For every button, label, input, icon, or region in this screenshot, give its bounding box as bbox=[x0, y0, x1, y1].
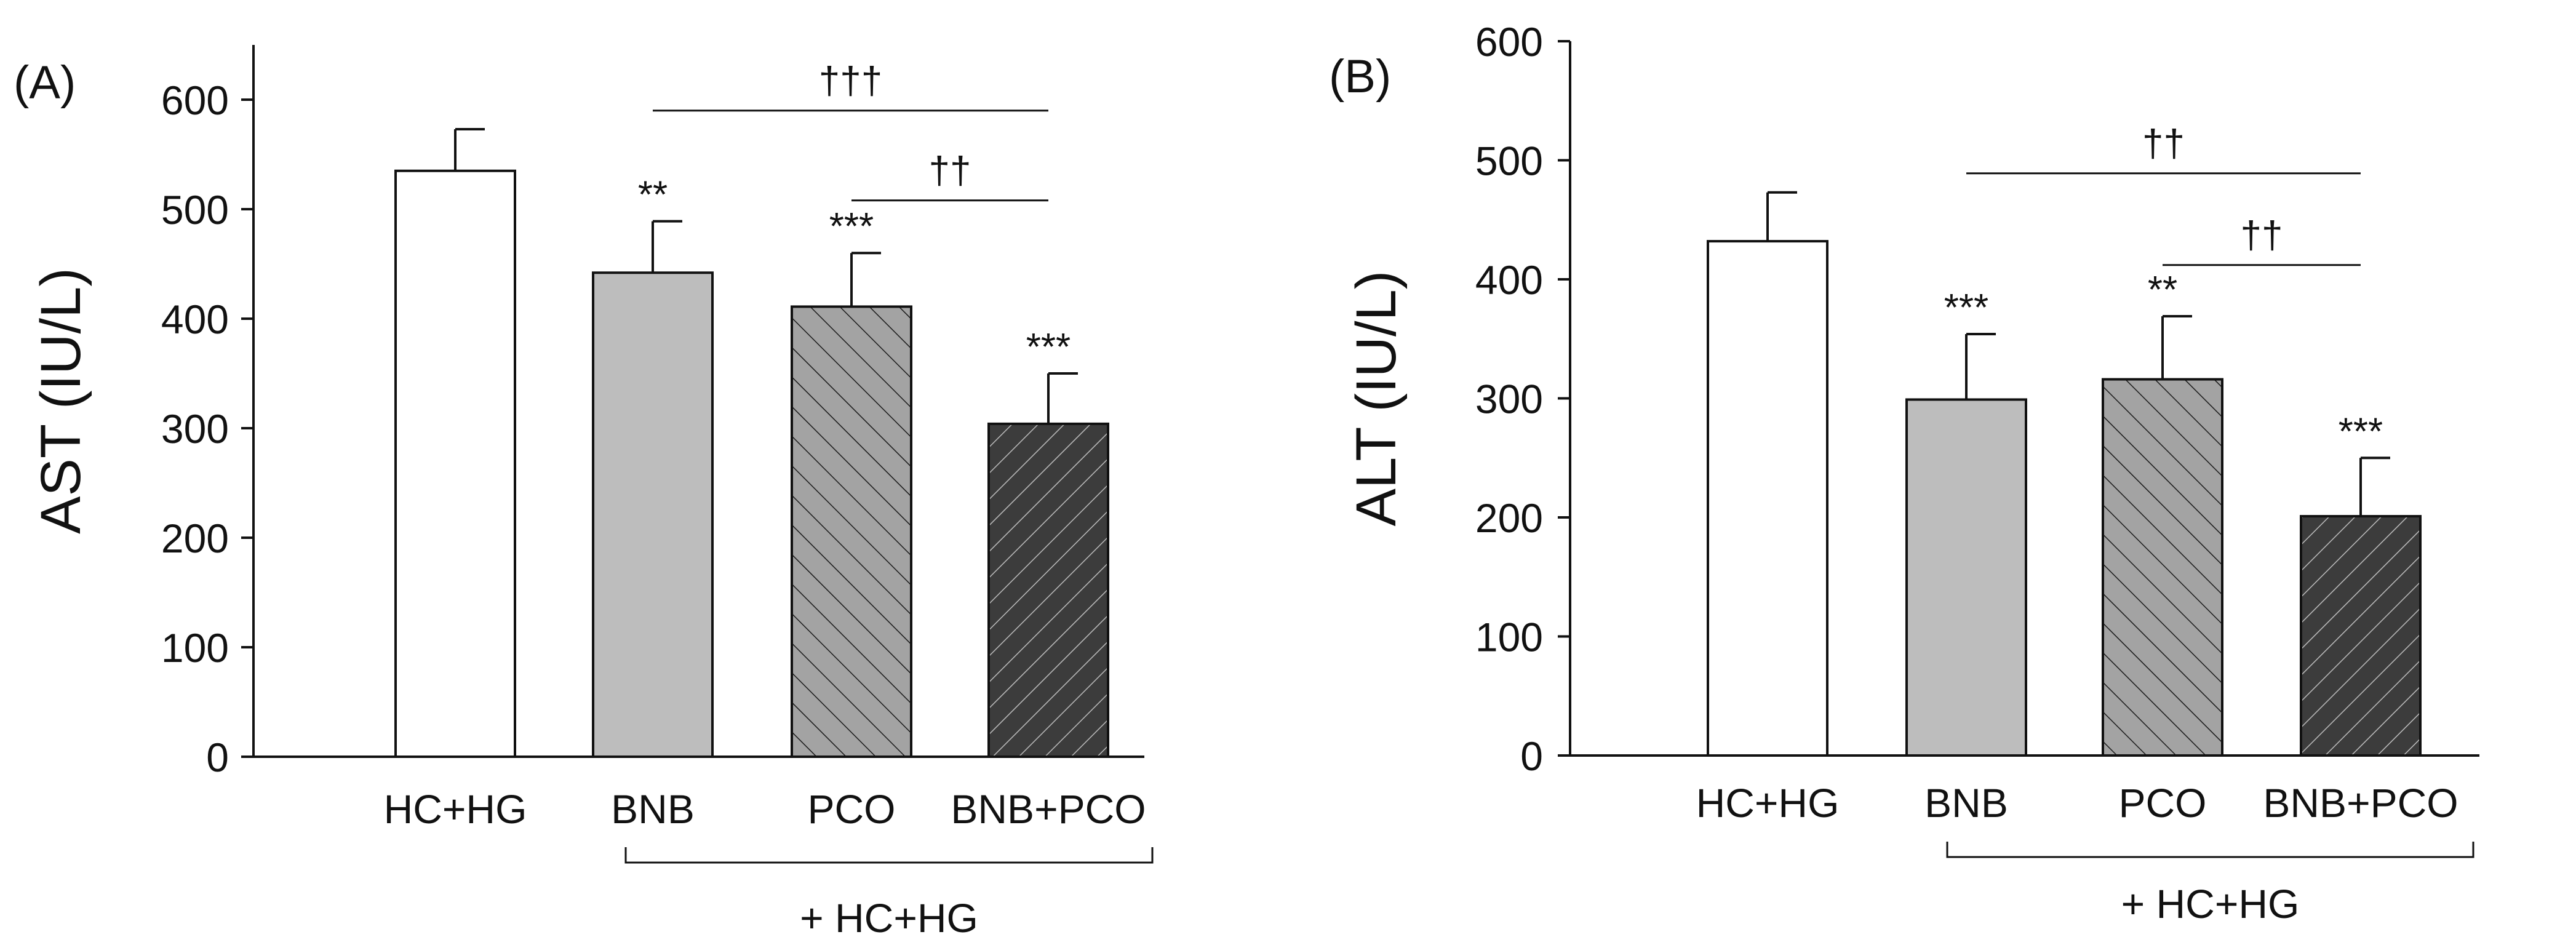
category-label: HC+HG bbox=[384, 786, 527, 832]
category-label: BNB bbox=[611, 786, 695, 832]
significance-label: *** bbox=[1026, 326, 1071, 369]
y-tick-label: 300 bbox=[1475, 377, 1543, 422]
y-axis-label: AST (IU/L) bbox=[30, 268, 92, 534]
significance-label: *** bbox=[2339, 410, 2383, 453]
y-tick-label: 600 bbox=[161, 78, 229, 123]
y-tick-label: 0 bbox=[1520, 733, 1543, 779]
group-label: + HC+HG bbox=[800, 895, 978, 941]
comparison-label: ††† bbox=[819, 60, 882, 102]
comparison-label: †† bbox=[2142, 122, 2185, 165]
comparison-label: †† bbox=[2241, 214, 2283, 257]
bar-bnb-pco bbox=[987, 422, 1109, 758]
comparison-label: †† bbox=[929, 150, 971, 192]
y-tick-label: 300 bbox=[161, 406, 229, 452]
y-tick-label: 200 bbox=[1475, 495, 1543, 541]
group-bracket bbox=[1946, 842, 2474, 858]
y-tick-label: 400 bbox=[1475, 257, 1543, 303]
panel-a: (A) AST (IU/L) 0 100 200 300 400 500 600 HC+HG ** B… bbox=[14, 45, 1154, 941]
y-tick-label: 200 bbox=[161, 516, 229, 561]
y-axis-label: ALT (IU/L) bbox=[1345, 271, 1408, 527]
group-label: + HC+HG bbox=[2121, 881, 2300, 927]
bar-hc-hg bbox=[1707, 240, 1828, 757]
y-tick-label: 500 bbox=[161, 187, 229, 233]
significance-label: ** bbox=[638, 174, 668, 217]
y-tick-label: 500 bbox=[1475, 138, 1543, 184]
category-label: BNB+PCO bbox=[2263, 780, 2458, 826]
significance-label: *** bbox=[1944, 287, 1988, 329]
category-label: PCO bbox=[2118, 780, 2206, 826]
significance-label: *** bbox=[829, 205, 874, 248]
y-tick-label: 400 bbox=[161, 297, 229, 342]
panel-label: (B) bbox=[1329, 50, 1391, 103]
panel-label: (A) bbox=[14, 57, 76, 109]
category-label: BNB bbox=[1924, 780, 2008, 826]
bar-pco bbox=[2102, 378, 2223, 757]
bar-bnb bbox=[592, 271, 714, 758]
group-bracket bbox=[624, 847, 1154, 864]
panel-b: (B)ALT (IU/L)0100200300400500600HC+HG***… bbox=[1329, 19, 2479, 927]
significance-label: ** bbox=[2148, 269, 2177, 311]
y-tick-label: 600 bbox=[1475, 19, 1543, 65]
y-tick-label: 100 bbox=[1475, 615, 1543, 660]
y-tick-label: 0 bbox=[206, 735, 229, 780]
bar-pco bbox=[791, 305, 912, 759]
bar-bnb-pco bbox=[2300, 515, 2422, 757]
y-tick-label: 100 bbox=[161, 625, 229, 671]
bar-hc-hg bbox=[394, 169, 516, 758]
category-label: HC+HG bbox=[1696, 780, 1840, 826]
category-label: PCO bbox=[807, 786, 895, 832]
category-label: BNB+PCO bbox=[951, 786, 1146, 832]
bar-bnb bbox=[1905, 398, 2027, 757]
